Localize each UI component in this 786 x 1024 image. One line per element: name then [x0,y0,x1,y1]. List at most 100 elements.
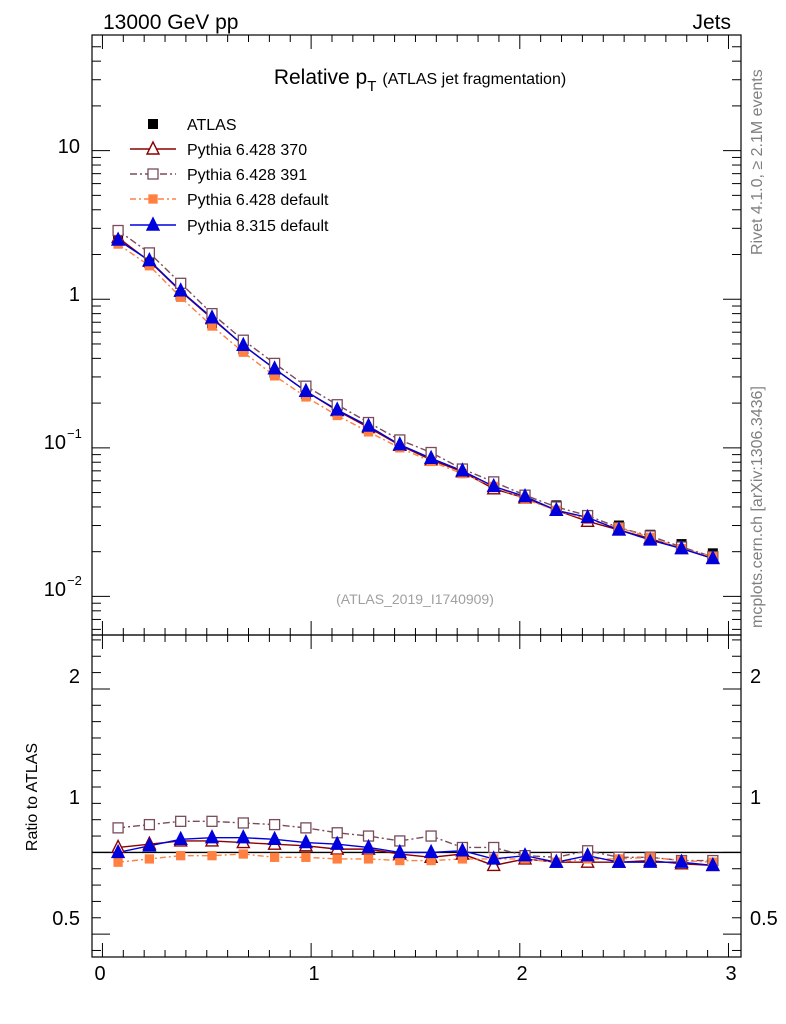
ratio-point-2 [113,857,123,867]
ratio-tick-label-right-1: 1 [750,787,761,809]
y-tick-label-10: 10 [58,136,80,158]
series-point-3 [204,309,220,324]
ratio-point-3 [674,853,689,868]
ratio-tick-label-right-0.5: 0.5 [750,908,778,930]
side-label-mcplots: mcplots.cern.ch [arXiv:1306.3436] [749,386,766,628]
header-process: 13000 GeV pp [103,11,238,34]
chart-title: Relative pT (ATLAS jet fragmentation) [274,66,566,95]
ratio-point-1 [300,822,312,834]
ratio-point-2 [269,852,280,862]
series-point-3 [173,282,188,297]
ratio-point-3 [267,830,282,846]
series-line-3 [117,239,714,560]
ratio-point-3 [705,856,720,872]
x-tick-label-0: 0 [94,963,105,985]
axes [92,34,741,957]
ratio-point-2 [176,851,186,861]
ratio-tick-label-2: 2 [69,666,80,688]
legend-marker-2 [148,194,158,204]
ratio-point-1 [143,818,156,831]
ratio-point-2 [363,854,374,864]
y-tick-label-1: 1 [69,284,80,306]
ratio-point-3 [549,853,564,868]
ratio-point-3 [298,834,314,849]
series-point-3 [455,462,470,477]
x-tick-label-3: 3 [725,963,736,985]
y-tick-sup-0.1: −1 [67,426,82,441]
ratio-point-1 [425,830,437,842]
ratio-point-3 [423,843,439,859]
series-point-3 [298,382,314,398]
ratio-point-3 [517,847,533,862]
side-label-rivet: Rivet 4.1.0, ≥ 2.1M events [749,69,766,255]
x-tick-label-1: 1 [308,963,319,985]
ratio-plot-frame [91,634,742,958]
ratio-point-2 [144,854,155,864]
series-point-3 [674,539,689,555]
series-line-2 [117,243,714,558]
ratio-point-1 [175,815,187,827]
ratio-point-3 [142,837,157,852]
ratio-point-1 [206,815,218,827]
y-tick-label-0.1: 10 [44,432,66,454]
series-point-3 [267,360,282,375]
ratio-point-3 [173,830,188,846]
series-line-1 [117,229,714,558]
main-plot-series [110,224,720,565]
legend-label-pythia6-370: Pythia 6.428 370 [187,142,307,159]
ratio-point-3 [392,843,407,859]
legend-marker-0 [145,140,161,155]
series-point-3 [142,252,157,267]
series-point-3 [643,531,658,546]
ratio-tick-label-0.5: 0.5 [52,908,80,930]
ratio-point-3 [455,842,470,857]
analysis-id: (ATLAS_2019_I1740909) [336,591,494,607]
legend: ATLAS Pythia 6.428 370 Pythia 6.428 391 … [130,117,329,235]
ratio-tick-label-right-2: 2 [750,666,761,688]
series-point-3 [549,501,564,516]
legend-label-pythia8-default: Pythia 8.315 default [187,218,329,235]
series-point-3 [423,449,439,465]
ratio-point-2 [332,854,342,864]
ratio-y-label: Ratio to ATLAS [24,743,41,851]
ratio-point-2 [207,851,217,861]
series-point-3 [361,417,376,432]
ratio-line-2 [118,853,713,863]
series-point-3 [705,549,720,565]
ratio-tick-label-1: 1 [69,787,80,809]
ratio-point-1 [112,822,124,834]
ratio-point-2 [301,852,311,862]
y-tick-label-0.01: 10 [44,579,66,601]
series-line-0 [117,237,714,560]
header-category: Jets [692,11,731,34]
ratio-point-3 [486,850,501,865]
series-point-3 [330,401,345,416]
legend-label-atlas: ATLAS [187,117,237,134]
legend-marker-1 [147,168,159,180]
series-point-3 [110,231,126,246]
ratio-point-2 [238,849,248,859]
series-point-3 [392,436,407,451]
series-point-3 [486,477,501,493]
y-tick-sup-0.01: −2 [67,573,82,588]
ratio-point-3 [236,829,251,844]
ratio-point-3 [110,843,126,859]
ratio-point-1 [268,818,281,831]
ratio-point-1 [237,817,249,829]
ratio-point-3 [361,838,376,854]
legend-label-pythia6-391: Pythia 6.428 391 [187,167,307,184]
series-point-3 [580,508,595,524]
series-point-3 [611,521,627,536]
series-point-3 [236,336,251,351]
legend-label-pythia6-default: Pythia 6.428 default [187,192,329,209]
series-point-3 [517,487,533,503]
legend-marker-3 [145,216,161,231]
ratio-plot-series [110,815,720,872]
x-tick-label-2: 2 [516,963,527,985]
ratio-point-3 [643,853,658,868]
ratio-point-3 [580,847,595,862]
ratio-point-3 [204,829,220,844]
ratio-point-3 [611,853,627,868]
ratio-point-3 [330,835,345,850]
